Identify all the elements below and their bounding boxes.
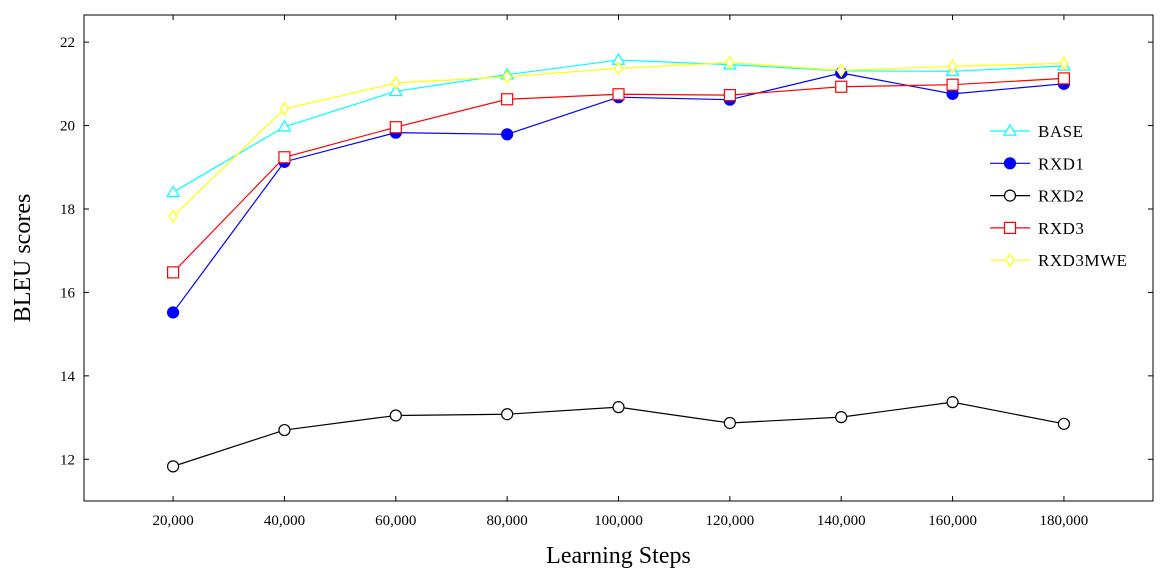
x-tick-label: 120,000	[705, 513, 754, 529]
data-point	[946, 78, 959, 91]
legend-marker	[1002, 123, 1018, 136]
legend-item: RXD3	[990, 219, 1084, 238]
data-point	[723, 416, 736, 430]
data-point	[166, 185, 181, 198]
x-tick-label: 20,000	[152, 513, 193, 529]
legend-item: RXD1	[990, 154, 1084, 173]
legend-marker	[1003, 189, 1017, 202]
data-point	[836, 63, 846, 78]
series-line	[172, 72, 1064, 313]
x-tick-label: 160,000	[928, 513, 977, 529]
data-point	[612, 88, 625, 101]
data-point	[501, 408, 514, 421]
legend-item: BASE	[990, 122, 1083, 141]
data-point	[613, 61, 624, 76]
y-tick-label: 22	[60, 35, 75, 51]
data-point	[277, 119, 292, 132]
series-rxd3	[166, 72, 1071, 279]
y-axis: 12 14 16 18 20 22	[60, 35, 1153, 468]
legend-label: RXD3MWE	[1038, 251, 1127, 270]
data-point	[501, 93, 514, 106]
data-point	[947, 59, 958, 74]
y-axis-title: BLEU scores	[10, 194, 36, 323]
x-tick-label: 100,000	[594, 513, 643, 529]
data-point	[835, 80, 848, 93]
legend-marker	[1003, 221, 1017, 234]
legend-label: RXD3	[1038, 219, 1084, 238]
data-point	[389, 409, 402, 422]
legend-marker	[1003, 157, 1017, 170]
y-tick-label: 12	[60, 452, 75, 468]
data-point	[279, 101, 290, 116]
data-point	[835, 411, 848, 424]
legend-marker	[1005, 253, 1015, 268]
series-rxd3mwe	[168, 55, 1069, 224]
data-point	[501, 128, 514, 141]
data-point	[1057, 417, 1071, 430]
x-tick-label: 180,000	[1040, 513, 1089, 529]
legend: BASE RXD1 RXD2 RXD3 RXD3MWE	[990, 122, 1127, 270]
data-point	[166, 460, 180, 473]
data-point	[1057, 72, 1071, 85]
legend-label: RXD2	[1038, 187, 1084, 206]
x-axis-title: Learning Steps	[546, 543, 691, 569]
data-point	[391, 75, 401, 91]
data-point	[946, 396, 959, 409]
x-tick-label: 140,000	[817, 513, 866, 529]
legend-label: RXD1	[1038, 154, 1084, 173]
data-point	[278, 151, 291, 164]
legend-item: RXD2	[990, 187, 1084, 206]
data-point	[278, 423, 291, 437]
data-point	[168, 209, 178, 224]
series-line	[172, 59, 1064, 193]
y-tick-label: 20	[60, 119, 75, 135]
legend-label: BASE	[1038, 122, 1083, 141]
data-point	[166, 266, 180, 279]
x-tick-label: 40,000	[264, 513, 305, 529]
data-point	[502, 69, 512, 84]
data-point	[389, 121, 402, 134]
series-layer	[166, 52, 1071, 473]
data-point	[388, 84, 403, 97]
y-tick-label: 14	[60, 369, 76, 385]
y-tick-label: 16	[60, 285, 76, 301]
data-point	[725, 55, 735, 70]
plot-frame	[83, 14, 1154, 502]
x-axis: 20,000 40,000 60,000 80,000 100,000 120,000 14…	[152, 15, 1088, 529]
series-rxd2	[166, 396, 1071, 473]
x-tick-label: 60,000	[375, 513, 416, 529]
data-point	[612, 401, 625, 414]
legend-item: RXD3MWE	[990, 251, 1127, 270]
data-point	[1059, 56, 1069, 71]
y-tick-label: 18	[60, 202, 75, 218]
data-point	[166, 306, 180, 319]
data-point	[723, 88, 736, 102]
x-tick-label: 80,000	[487, 513, 528, 529]
series-line	[172, 77, 1064, 273]
plot-area: 20,000 40,000 60,000 80,000 100,000 120,000 14…	[60, 14, 1154, 529]
